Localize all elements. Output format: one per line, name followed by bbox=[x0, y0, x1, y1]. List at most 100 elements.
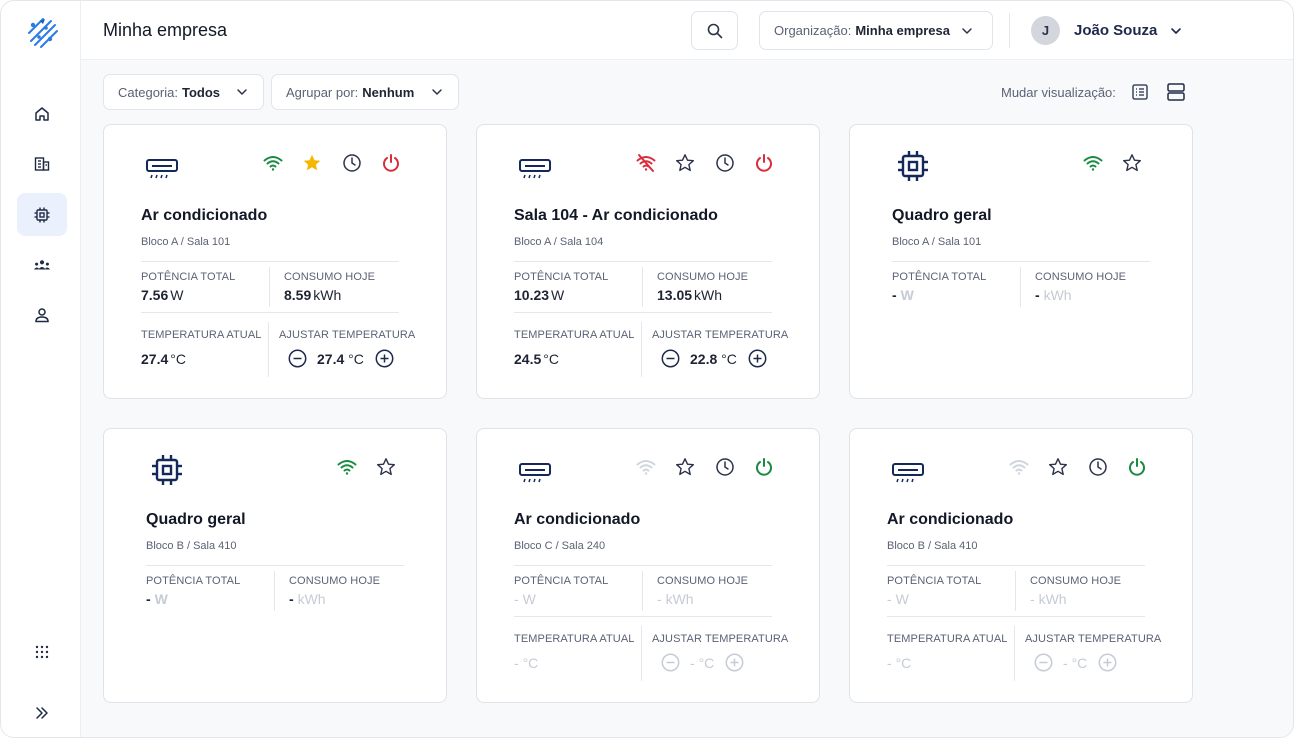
category-label: Categoria: bbox=[118, 84, 178, 100]
power-icon bbox=[383, 154, 399, 172]
star-outline-icon bbox=[377, 458, 395, 476]
set-temp-value: 27.4 °C bbox=[317, 350, 364, 367]
list-view-icon bbox=[1132, 84, 1148, 100]
increase-temp-button[interactable] bbox=[725, 653, 744, 672]
power-button[interactable] bbox=[379, 151, 403, 175]
device-title: Ar condicionado bbox=[887, 511, 1014, 528]
plus-circle-icon bbox=[748, 349, 767, 368]
card-view-icon bbox=[1167, 83, 1185, 101]
chip-icon bbox=[152, 455, 182, 485]
wifi-icon bbox=[337, 460, 357, 475]
chevron-down-icon bbox=[1171, 27, 1182, 34]
current-temp-value: - °C bbox=[514, 655, 539, 671]
divider bbox=[514, 565, 772, 566]
current-temp-value: 27.4 °C bbox=[141, 351, 186, 367]
temperature-stepper: - °C bbox=[661, 653, 744, 672]
power-total-label: POTÊNCIA TOTAL bbox=[141, 271, 236, 283]
user-menu[interactable]: J João Souza bbox=[1031, 16, 1183, 45]
power-total-label: POTÊNCIA TOTAL bbox=[887, 575, 982, 587]
sidebar-item-buildings[interactable] bbox=[17, 142, 67, 185]
schedule-button[interactable] bbox=[713, 455, 737, 479]
device-location: Bloco A / Sala 101 bbox=[892, 236, 982, 248]
chevron-down-icon bbox=[237, 89, 247, 95]
divider bbox=[887, 616, 1145, 617]
decrease-temp-button[interactable] bbox=[661, 349, 680, 368]
device-card[interactable]: Sala 104 - Ar condicionado Bloco A / Sal… bbox=[476, 124, 820, 399]
adjust-temp-label: AJUSTAR TEMPERATURA bbox=[652, 329, 789, 341]
increase-temp-button[interactable] bbox=[748, 349, 767, 368]
set-temp-value: - °C bbox=[1063, 654, 1088, 671]
device-title: Sala 104 - Ar condicionado bbox=[514, 207, 718, 224]
card-view-button[interactable] bbox=[1166, 82, 1186, 102]
list-view-button[interactable] bbox=[1130, 82, 1150, 102]
users-group-icon bbox=[33, 259, 51, 269]
temperature-stepper: 27.4 °C bbox=[288, 349, 394, 368]
power-button[interactable] bbox=[1125, 455, 1149, 479]
favorite-button[interactable] bbox=[374, 455, 398, 479]
decrease-temp-button[interactable] bbox=[1034, 653, 1053, 672]
sidebar-item-groups[interactable] bbox=[17, 243, 67, 286]
star-outline-icon bbox=[1123, 154, 1141, 172]
adjust-temp-label: AJUSTAR TEMPERATURA bbox=[1025, 633, 1162, 645]
consumption-value: - kWh bbox=[289, 591, 326, 607]
device-card[interactable]: Quadro geral Bloco B / Sala 410 POTÊNCIA… bbox=[103, 428, 447, 703]
device-location: Bloco B / Sala 410 bbox=[887, 540, 978, 552]
temperature-stepper: - °C bbox=[1034, 653, 1117, 672]
sidebar-item-home[interactable] bbox=[17, 92, 67, 135]
user-icon bbox=[35, 307, 49, 322]
building-icon bbox=[34, 156, 50, 171]
power-button[interactable] bbox=[752, 151, 776, 175]
consumption-label: CONSUMO HOJE bbox=[289, 575, 381, 587]
search-button[interactable] bbox=[691, 11, 738, 50]
increase-temp-button[interactable] bbox=[1098, 653, 1117, 672]
sidebar-expand-button[interactable] bbox=[17, 691, 67, 734]
device-location: Bloco A / Sala 101 bbox=[141, 236, 231, 248]
schedule-button[interactable] bbox=[340, 151, 364, 175]
consumption-value: - kWh bbox=[1035, 287, 1072, 303]
chip-icon bbox=[34, 207, 50, 222]
increase-temp-button[interactable] bbox=[375, 349, 394, 368]
avatar: J bbox=[1031, 16, 1060, 45]
plus-circle-icon bbox=[375, 349, 394, 368]
wifi-status bbox=[1007, 455, 1031, 479]
divider bbox=[141, 261, 399, 262]
category-filter[interactable]: Categoria: Todos bbox=[103, 74, 264, 110]
favorite-button[interactable] bbox=[300, 151, 324, 175]
schedule-button[interactable] bbox=[713, 151, 737, 175]
brand-logo-icon[interactable] bbox=[25, 15, 59, 49]
clock-icon bbox=[716, 154, 734, 172]
plus-circle-icon bbox=[1098, 653, 1117, 672]
favorite-button[interactable] bbox=[673, 455, 697, 479]
top-header: Minha empresa Organização: Minha empresa… bbox=[81, 1, 1293, 60]
favorite-button[interactable] bbox=[1120, 151, 1144, 175]
favorite-button[interactable] bbox=[1046, 455, 1070, 479]
sidebar-item-apps[interactable] bbox=[17, 630, 67, 673]
favorite-button[interactable] bbox=[673, 151, 697, 175]
star-outline-icon bbox=[676, 458, 694, 476]
set-temp-value: - °C bbox=[690, 654, 715, 671]
power-button[interactable] bbox=[752, 455, 776, 479]
consumption-label: CONSUMO HOJE bbox=[284, 271, 376, 283]
clock-icon bbox=[343, 154, 361, 172]
device-card[interactable]: Quadro geral Bloco A / Sala 101 POTÊNCIA… bbox=[849, 124, 1193, 399]
minus-circle-icon bbox=[661, 349, 680, 368]
divider bbox=[514, 261, 772, 262]
search-icon bbox=[707, 23, 722, 38]
decrease-temp-button[interactable] bbox=[288, 349, 307, 368]
schedule-button[interactable] bbox=[1086, 455, 1110, 479]
organization-select[interactable]: Organização: Minha empresa bbox=[759, 11, 993, 50]
group-by-filter[interactable]: Agrupar por: Nenhum bbox=[271, 74, 459, 110]
sidebar-item-devices[interactable] bbox=[17, 193, 67, 236]
group-label: Agrupar por: bbox=[286, 84, 359, 100]
wifi-icon bbox=[1009, 460, 1029, 475]
decrease-temp-button[interactable] bbox=[661, 653, 680, 672]
sidebar-item-profile[interactable] bbox=[17, 293, 67, 336]
device-card[interactable]: Ar condicionado Bloco A / Sala 101 POTÊN… bbox=[103, 124, 447, 399]
device-card[interactable]: Ar condicionado Bloco B / Sala 410 POTÊN… bbox=[849, 428, 1193, 703]
device-card[interactable]: Ar condicionado Bloco C / Sala 240 POTÊN… bbox=[476, 428, 820, 703]
wifi-status bbox=[261, 151, 285, 175]
power-total-value: 10.23 W bbox=[514, 287, 565, 303]
power-total-value: - W bbox=[146, 591, 168, 607]
sidebar bbox=[1, 1, 81, 737]
